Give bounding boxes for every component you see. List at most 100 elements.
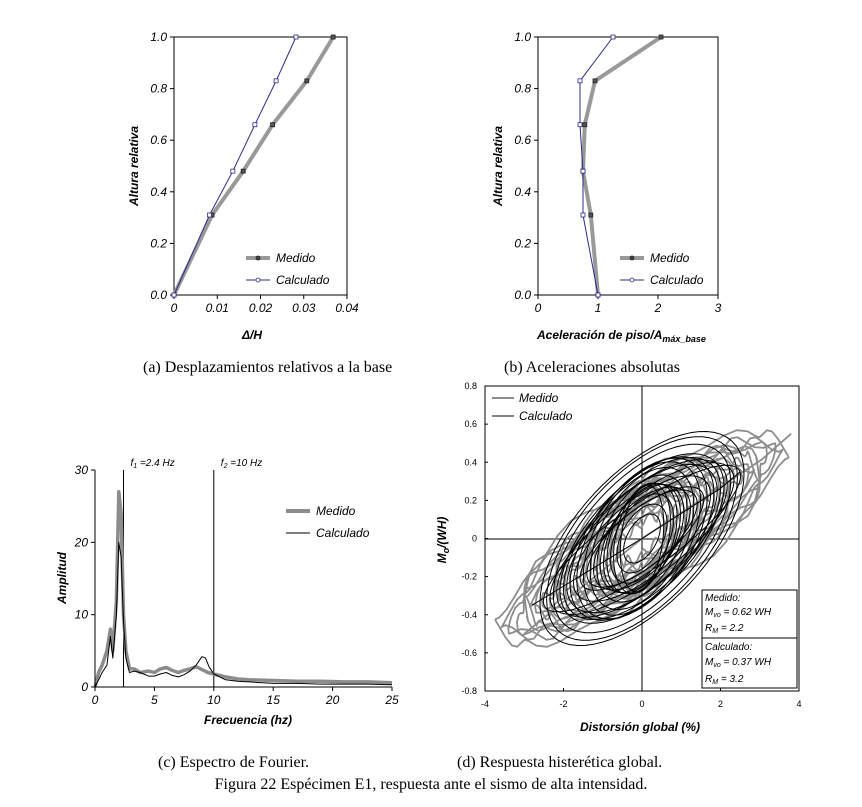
panel-d-info-measured-box xyxy=(701,589,798,639)
panel-d-info-calculated-m: Mvo = 0.37 WH xyxy=(705,657,772,669)
panel-a-point-calculado xyxy=(171,292,177,298)
figure-caption: Figura 22 Espécimen E1, respuesta ante e… xyxy=(215,776,648,793)
panel-a-legend-calculado-marker xyxy=(255,277,261,283)
panel-a-x-tick-label: 0.02 xyxy=(249,301,273,315)
panel-d-y-axis-label-sub: o xyxy=(441,547,451,553)
panel-d-info-measured-r-main: R xyxy=(705,623,712,634)
panel-d-y-tick-label: -0.6 xyxy=(461,648,477,658)
panel-b-x-axis-label: Aceleración de piso/Amáx_base xyxy=(536,328,706,344)
panel-c-legend-calculado-label: Calculado xyxy=(316,526,370,540)
panel-a-y-tick-label: 0.0 xyxy=(150,288,167,302)
panel-b-x-axis-label-sub: máx_base xyxy=(662,334,706,344)
panel-b-x-axis-label-main: Aceleración de piso/A xyxy=(536,328,662,342)
panel-b-legend-medido-marker xyxy=(629,255,635,261)
panel-d-y-tick-label: -0.2 xyxy=(461,572,477,582)
panel-d-info-measured-r-sub: M xyxy=(712,628,718,635)
panel-b-y-axis-label: Altura relativa xyxy=(491,126,505,207)
panel-c-line-medido xyxy=(93,489,393,688)
panel-d-loop-medido xyxy=(500,436,784,641)
panel-a-point-medido xyxy=(240,168,246,174)
panel-d-caption: (d) Respuesta histerética global. xyxy=(457,754,662,771)
panel-d-y-axis-label-tail: /(WH) xyxy=(435,517,449,549)
panel-b-point-calculado xyxy=(610,34,616,40)
panel-a-caption: (a) Desplazamientos relativos a la base xyxy=(143,359,392,376)
panel-d-legend-calculado-label: Calculado xyxy=(519,409,573,423)
panel-d-loop-calculado-peak-negative xyxy=(531,538,643,606)
panel-d-info-calculated-m-main: M xyxy=(705,657,714,668)
panel-d-y-tick-label: 0.4 xyxy=(464,457,477,467)
panel-a-point-medido xyxy=(330,34,336,40)
panel-d-x-tick-label: 4 xyxy=(796,699,801,709)
panel-d-x-tick-label: -4 xyxy=(481,699,489,709)
panel-b-point-calculado xyxy=(580,212,586,218)
panel-b-point-medido xyxy=(658,34,664,40)
panel-d-loop-calculado xyxy=(596,474,688,603)
panel-c-x-tick-label: 20 xyxy=(325,693,340,707)
panel-b-point-calculado xyxy=(580,168,586,174)
panel-c-legend-medido-label: Medido xyxy=(316,504,356,518)
panel-b-point-medido xyxy=(588,212,594,218)
panel-d-legend: Medido Calculado xyxy=(492,391,573,423)
panel-d-hysteresis: -0.8 -0.6 -0.4 -0.2 0 0.2 0.4 0.6 0.8 -4 -2 0 2 4 Mo… xyxy=(435,381,802,734)
panel-b-legend-calculado-label: Calculado xyxy=(650,273,704,287)
panel-b-y-tick-label: 0.6 xyxy=(514,133,531,147)
panel-d-loop-medido xyxy=(557,473,727,604)
panel-d-loop-calculado xyxy=(559,453,725,624)
panel-d-loop-calculado xyxy=(569,456,715,621)
panel-c-legend: Medido Calculado xyxy=(286,504,370,540)
panel-a-x-tick-label: 0.01 xyxy=(206,301,229,315)
panel-d-y-tick-label: 0.8 xyxy=(464,381,477,391)
panel-b-line-calculado xyxy=(579,36,614,296)
panel-d-loop-calculado xyxy=(556,459,728,618)
panel-b-y-tick-label: 0.0 xyxy=(514,288,531,302)
panel-a-point-medido xyxy=(270,122,276,128)
panel-d-info-measured-m-sub: vo xyxy=(713,612,721,619)
panel-b-legend: Medido Calculado xyxy=(620,251,704,287)
panel-b-caption: (b) Aceleraciones absolutas xyxy=(504,359,680,376)
panel-a-displacements: 0.0 0.2 0.4 0.6 0.8 1.0 0 0.01 0.02 0.03 0.04 Alt… xyxy=(127,30,359,342)
panel-a-point-calculado xyxy=(293,34,299,40)
panel-a-x-tick-label: 0.03 xyxy=(292,301,316,315)
panel-a-point-calculado xyxy=(207,212,212,218)
panel-d-loop-calculado xyxy=(552,443,732,634)
panel-d-info-calculated-m-val: = 0.37 WH xyxy=(721,657,772,668)
panel-c-line-calculado xyxy=(94,541,393,688)
panel-a-y-ticks: 0.0 0.2 0.4 0.6 0.8 1.0 xyxy=(150,30,174,302)
panel-b-x-tick-label: 1 xyxy=(595,301,602,315)
panel-a-legend-medido-label: Medido xyxy=(276,251,316,265)
panel-d-info-measured-m-main: M xyxy=(705,607,714,618)
panel-a-x-axis-label: Δ/H xyxy=(241,328,262,342)
panel-d-info-calculated-r-val: = 3.2 xyxy=(718,674,744,685)
panel-a-y-tick-label: 0.4 xyxy=(150,185,167,199)
panel-d-loop-calculado xyxy=(583,461,701,616)
panel-a-point-calculado xyxy=(273,78,279,84)
panel-c-x-axis-label: Frecuencia (hz) xyxy=(204,713,292,727)
panel-c-y-tick-label: 10 xyxy=(75,608,89,622)
panel-c-y-ticks: 0 10 20 30 xyxy=(74,463,95,694)
panel-d-info-calculated-title: Calculado: xyxy=(705,642,752,653)
panel-b-y-tick-label: 0.4 xyxy=(514,185,531,199)
panel-d-calculated-loops xyxy=(531,431,745,646)
panel-b-legend-medido-label: Medido xyxy=(650,251,690,265)
panel-a-series xyxy=(171,34,336,298)
panel-b-legend-calculado-marker xyxy=(629,277,635,283)
panel-d-loop-medido xyxy=(540,466,744,611)
panel-a-line-medido xyxy=(172,35,335,296)
panel-d-loop-medido xyxy=(494,429,790,648)
panel-d-loop-calculado xyxy=(562,457,722,620)
panel-a-point-calculado xyxy=(252,122,258,128)
panel-d-y-axis-label: Mo/(WH) xyxy=(435,517,451,564)
panel-d-y-tick-label: 0 xyxy=(472,534,477,544)
panel-a-point-calculado xyxy=(230,168,236,174)
panel-b-point-calculado xyxy=(577,78,583,84)
panel-c-series xyxy=(93,489,393,688)
panel-b-point-medido xyxy=(592,78,598,84)
panel-d-legend-medido-label: Medido xyxy=(519,391,559,405)
panel-d-y-tick-label: -0.8 xyxy=(461,686,477,696)
panel-d-x-tick-label: -2 xyxy=(559,699,567,709)
panel-d-loop-calculado xyxy=(599,484,685,593)
panel-d-y-tick-label: 0.6 xyxy=(464,419,477,429)
panel-b-line-medido xyxy=(581,35,663,296)
panel-d-y-tick-label: -0.4 xyxy=(461,610,477,620)
panel-b-x-tick-label: 3 xyxy=(715,301,722,315)
